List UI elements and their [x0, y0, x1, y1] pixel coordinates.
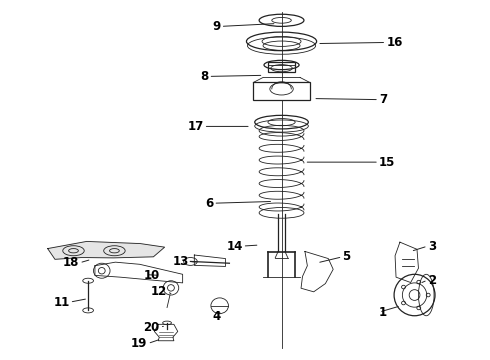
- Text: 7: 7: [379, 93, 387, 106]
- Text: 14: 14: [226, 240, 243, 253]
- Text: 10: 10: [144, 269, 160, 282]
- FancyBboxPatch shape: [253, 82, 310, 100]
- Text: 3: 3: [428, 240, 436, 253]
- Text: 11: 11: [53, 296, 70, 309]
- Text: 9: 9: [212, 20, 220, 33]
- Bar: [268, 62, 295, 72]
- Text: 19: 19: [131, 337, 147, 350]
- Text: 13: 13: [172, 255, 189, 268]
- Polygon shape: [48, 242, 165, 259]
- Polygon shape: [154, 324, 178, 341]
- Text: 5: 5: [343, 250, 351, 263]
- Polygon shape: [301, 251, 333, 292]
- Text: 15: 15: [379, 156, 395, 168]
- Text: 6: 6: [205, 197, 213, 210]
- Text: 18: 18: [63, 256, 79, 269]
- Text: 16: 16: [386, 36, 403, 49]
- Text: 20: 20: [144, 321, 160, 334]
- Text: 2: 2: [428, 274, 436, 287]
- Text: 8: 8: [200, 70, 208, 83]
- Text: 12: 12: [151, 285, 167, 298]
- Polygon shape: [395, 242, 418, 283]
- Text: 1: 1: [379, 306, 387, 319]
- Polygon shape: [95, 262, 183, 283]
- Text: 4: 4: [212, 310, 220, 323]
- Text: 17: 17: [187, 120, 203, 133]
